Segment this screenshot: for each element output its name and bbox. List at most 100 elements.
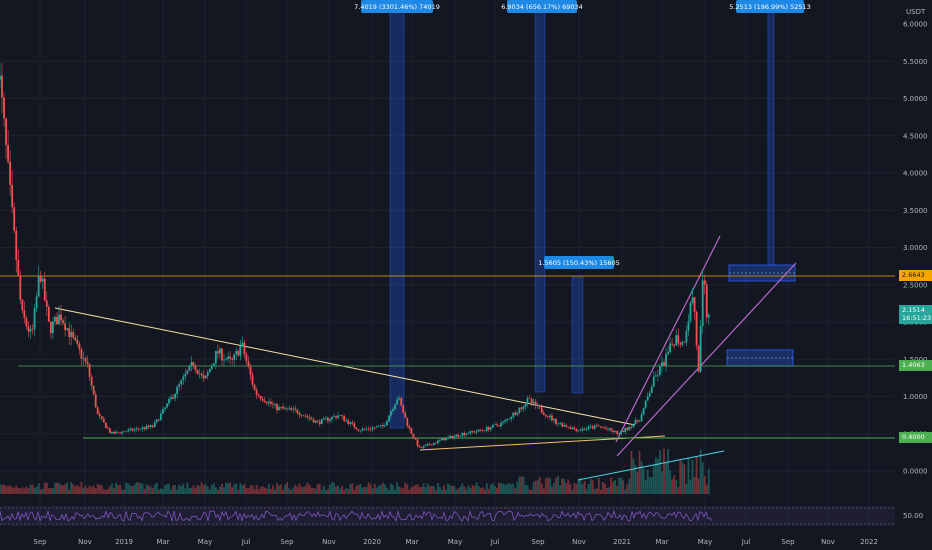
volume-bar [665, 461, 667, 494]
volume-bar [471, 485, 474, 494]
volume-bar [705, 484, 708, 494]
candle-body [98, 414, 101, 417]
volume-bar [606, 487, 608, 494]
volume-bar [455, 489, 458, 494]
candle-body [461, 433, 464, 436]
candle-body [314, 420, 317, 423]
volume-bar [308, 484, 311, 494]
volume-bar [188, 487, 191, 494]
candle-body [581, 428, 584, 431]
candle-body [390, 411, 392, 416]
candle-body [243, 342, 246, 355]
volume-bar [349, 484, 352, 494]
candle-body [141, 427, 144, 430]
volume-bar [634, 464, 637, 494]
y-tick-label: 2.5000 [903, 281, 928, 289]
candle-body [200, 373, 203, 376]
measurement-rectangles[interactable] [389, 0, 796, 429]
candle-body [473, 431, 476, 433]
volume-bar [365, 486, 368, 494]
volume-bar [253, 489, 256, 494]
candle-body [253, 384, 256, 390]
candle-body [308, 417, 311, 419]
volume-bar [96, 483, 99, 494]
volume-bar [524, 484, 527, 494]
candle-body [300, 414, 303, 416]
volume-bar [304, 485, 307, 494]
volume-bar [155, 482, 158, 494]
volume-bar [534, 480, 537, 494]
candle-body [157, 419, 160, 421]
candle-body [430, 444, 433, 446]
volume-bar [33, 487, 36, 494]
volume-bar [231, 487, 234, 494]
volume-bar [626, 484, 629, 494]
volume-bar [510, 484, 513, 494]
candle-body [202, 375, 205, 379]
time-axis[interactable]: Sep Nov 2019 Mar May Jul Sep Nov 2020 Mar May Jul Se… [33, 538, 878, 546]
volume-bar [457, 488, 460, 494]
volume-bar [7, 485, 9, 494]
volume-bar [434, 489, 437, 494]
candle-body [412, 433, 415, 438]
candle-body [288, 408, 291, 409]
volume-bar [35, 486, 38, 494]
candle-body [15, 230, 18, 261]
candle-body [335, 416, 337, 418]
volume-bar [292, 487, 295, 494]
measurement-label-box [736, 0, 804, 13]
candle-body [634, 420, 637, 425]
volume-bar [406, 484, 409, 494]
candle-body [337, 415, 339, 418]
volume-bar [610, 477, 612, 494]
candle-body [538, 405, 541, 408]
grid-lines [0, 0, 895, 530]
candle-body [178, 384, 181, 387]
y-tick-label: 1.0000 [903, 393, 928, 401]
volume-bar [530, 489, 533, 494]
candle-body [612, 430, 614, 432]
volume-bar [579, 477, 582, 494]
volume-bar [465, 489, 468, 494]
candle-body [125, 431, 128, 433]
volume-bar [575, 483, 578, 494]
candle-body [247, 361, 250, 367]
level-tag-upper-box [899, 270, 932, 281]
candle-body [31, 328, 34, 330]
candle-body [52, 321, 54, 334]
candle-body [261, 398, 264, 401]
volume-bar [648, 476, 651, 494]
volume-bar [412, 485, 415, 494]
candle-body [386, 421, 388, 426]
volume-bar [276, 482, 278, 494]
candle-body [426, 444, 429, 446]
candle-body [606, 428, 608, 430]
volume-bar [320, 489, 323, 494]
volume-bar [538, 476, 541, 494]
volume-bar [400, 487, 403, 494]
candle-body [451, 435, 454, 439]
volume-bar [343, 489, 346, 494]
candle-body [673, 344, 676, 346]
candle-body [161, 409, 164, 414]
volume-bar [420, 486, 423, 494]
candle-body [571, 427, 574, 429]
volume-bar [459, 486, 462, 494]
volume-bar [49, 488, 52, 494]
candle-body [384, 425, 386, 427]
horizontal-levels[interactable] [0, 275, 895, 439]
candle-body [546, 416, 549, 418]
candle-body [567, 426, 570, 428]
volume-bar [612, 481, 614, 494]
volume-bar [585, 489, 588, 494]
volume-bar [214, 487, 217, 494]
volume-bar [286, 482, 289, 494]
y-tick-label: 4.0000 [903, 170, 928, 178]
candle-body [500, 422, 502, 427]
volume-bar [3, 484, 5, 494]
candle-body [286, 407, 289, 409]
volume-bar [632, 458, 635, 494]
volume-bar [422, 483, 425, 494]
candle-body [447, 437, 449, 438]
